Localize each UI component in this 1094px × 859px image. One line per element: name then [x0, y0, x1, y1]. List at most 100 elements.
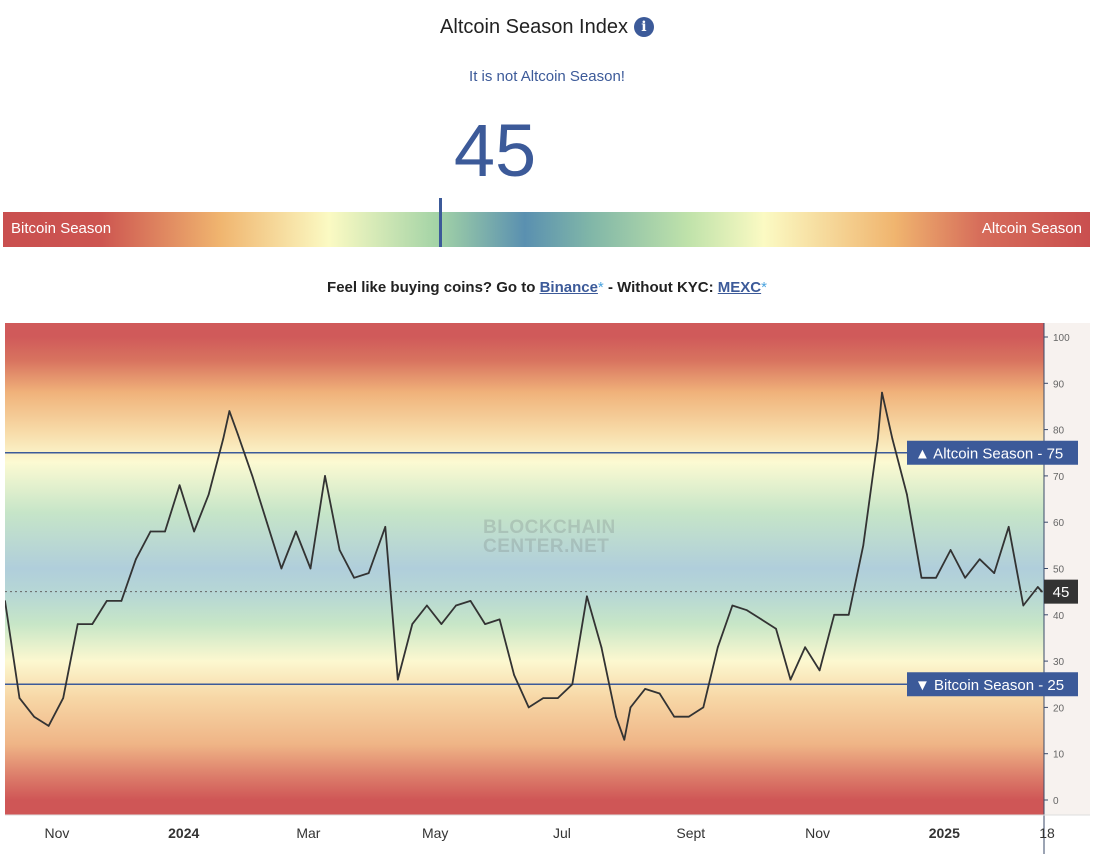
data-point — [178, 484, 181, 486]
promo-line: Feel like buying coins? Go to Binance* -… — [0, 279, 1094, 296]
data-point — [920, 576, 923, 579]
reference-label: ▼ Bitcoin Season - 25 — [915, 677, 1064, 694]
data-point — [586, 595, 588, 598]
x-tick-label: Nov — [805, 825, 830, 841]
data-point — [106, 600, 108, 602]
x-tick-label: Mar — [296, 825, 320, 841]
data-point — [935, 576, 937, 579]
data-point — [440, 623, 443, 625]
reference-label-box — [907, 440, 1078, 465]
data-point — [396, 678, 399, 681]
data-point — [1022, 604, 1025, 607]
x-tick-label: 18 — [1039, 825, 1055, 841]
data-point — [556, 697, 559, 699]
data-point — [266, 521, 268, 523]
x-tick-label: May — [422, 825, 448, 841]
reference-label-box — [907, 672, 1078, 697]
data-point — [4, 600, 6, 602]
data-point — [469, 600, 472, 602]
data-point — [513, 674, 515, 676]
watermark-logo: BLOCKCHAIN CENTER.NET — [483, 517, 616, 557]
data-point — [353, 576, 355, 579]
y-tick-label: 60 — [1053, 518, 1065, 529]
data-point — [623, 739, 626, 741]
chart-svg: 0 10 20 30 40 50 60 70 80 90 100 Nov 2024 Mar May Jul Se… — [4, 323, 1090, 854]
altcoin-index-chart: 0 10 20 30 40 50 60 70 80 90 100 Nov 2024 Mar May Jul Se… — [4, 323, 1090, 854]
title-text: Altcoin Season Index — [440, 16, 628, 38]
x-tick-label: 2024 — [168, 825, 199, 841]
gauge-right-label: Altcoin Season — [981, 220, 1082, 237]
data-point — [702, 706, 705, 709]
mexc-star: * — [761, 279, 767, 296]
data-point — [949, 549, 952, 551]
index-value: 45 — [453, 109, 537, 192]
data-point — [236, 433, 239, 436]
data-point — [1037, 586, 1039, 588]
data-point — [455, 604, 457, 607]
data-point — [629, 706, 632, 709]
gauge-marker — [439, 198, 443, 247]
season-gauge: Bitcoin Season Altcoin Season — [3, 212, 1090, 247]
data-point — [658, 692, 661, 695]
data-point — [120, 600, 123, 602]
data-point — [251, 475, 254, 477]
data-point — [891, 438, 894, 440]
data-point — [33, 715, 35, 718]
reference-label: ▲ Altcoin Season - 75 — [915, 445, 1063, 462]
data-point — [411, 623, 414, 625]
data-point — [384, 526, 387, 528]
y-tick-label: 0 — [1053, 796, 1059, 807]
x-tick-label: Sept — [676, 825, 705, 841]
data-point — [978, 558, 981, 561]
data-point — [76, 623, 79, 625]
y-tick-label: 50 — [1053, 565, 1065, 576]
data-point — [222, 438, 225, 440]
y-tick-label: 70 — [1053, 472, 1065, 483]
data-point — [228, 410, 231, 412]
y-tick-label: 80 — [1053, 426, 1065, 437]
season-status: It is not Altcoin Season! — [469, 68, 625, 85]
gauge-left-label: Bitcoin Season — [11, 220, 112, 237]
data-point — [673, 715, 675, 718]
x-tick-label: Jul — [553, 825, 571, 841]
page-title: Altcoin Season Index i — [0, 16, 1094, 39]
index-series-line — [4, 391, 1043, 741]
data-point — [877, 438, 879, 440]
y-tick-label: 20 — [1053, 703, 1065, 714]
binance-link[interactable]: Binance — [539, 279, 598, 296]
data-point — [149, 530, 152, 533]
y-tick-label: 100 — [1053, 333, 1070, 344]
data-point — [207, 493, 210, 496]
data-point — [91, 623, 94, 625]
data-point — [1007, 526, 1010, 528]
data-point — [426, 604, 428, 607]
y-tick-label: 10 — [1053, 750, 1065, 761]
data-point — [760, 618, 763, 621]
data-point — [731, 604, 734, 607]
mexc-link[interactable]: MEXC — [717, 279, 762, 296]
data-point — [164, 530, 166, 533]
promo-prefix: Feel like buying coins? Go to — [327, 279, 536, 296]
data-point — [527, 706, 530, 709]
data-point — [280, 567, 283, 570]
data-point — [62, 697, 64, 699]
data-point — [193, 530, 195, 533]
chart-background — [5, 323, 1044, 815]
y-tick-label: 90 — [1053, 379, 1065, 390]
data-point — [687, 715, 690, 718]
data-point — [818, 669, 821, 672]
binance-star: * — [597, 279, 604, 296]
data-point — [833, 614, 835, 616]
data-point — [309, 567, 312, 570]
data-point — [367, 572, 370, 574]
y-tick-label: 40 — [1053, 611, 1065, 622]
data-point — [964, 576, 966, 579]
data-point — [881, 391, 883, 394]
data-point — [993, 572, 996, 574]
info-circle-icon[interactable]: i — [633, 17, 654, 37]
data-point — [484, 623, 486, 625]
data-point — [644, 688, 646, 690]
data-point — [295, 530, 297, 533]
data-point — [804, 646, 806, 649]
data-point — [862, 544, 865, 547]
